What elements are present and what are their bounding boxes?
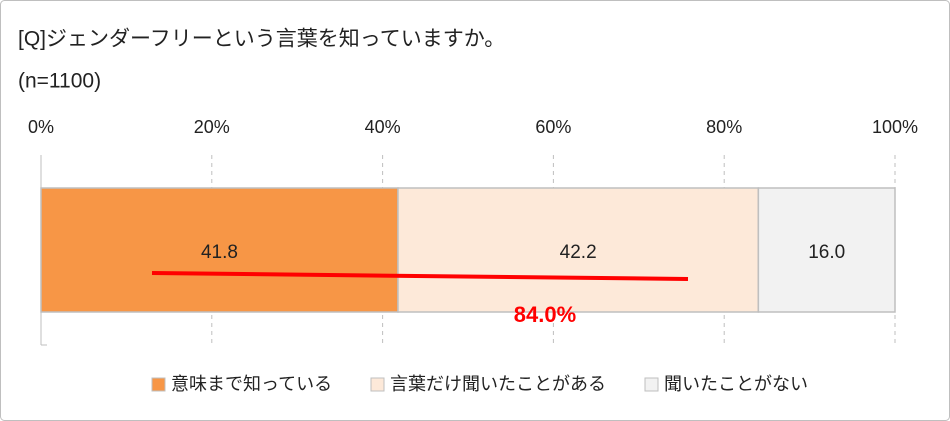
bar-segment	[397, 187, 760, 313]
bar-segment	[757, 187, 896, 313]
x-tick-label: 20%	[194, 117, 230, 137]
legend-swatch	[644, 377, 659, 392]
annotation: 84.0%	[514, 302, 576, 327]
x-tick-label: 40%	[365, 117, 401, 137]
legend-swatch	[370, 377, 385, 392]
x-tick-label: 80%	[706, 117, 742, 137]
legend-label: 言葉だけ聞いたことがある	[390, 374, 606, 394]
chart-subtitle: (n=1100)	[18, 70, 101, 93]
x-tick-label: 100%	[872, 117, 918, 137]
annotation-line	[151, 271, 689, 281]
legend-label: 意味まで知っている	[171, 374, 332, 394]
data-label: 41.8	[201, 242, 238, 263]
x-tick-label: 0%	[28, 117, 54, 137]
bar-segment	[40, 187, 399, 313]
x-tick-label: 60%	[535, 117, 571, 137]
data-label: 16.0	[808, 242, 845, 263]
legend-label: 聞いたことがない	[664, 374, 808, 394]
chart-title: [Q]ジェンダーフリーという言葉を知っていますか。	[18, 28, 505, 51]
legend-swatch	[151, 377, 166, 392]
data-label: 42.2	[560, 242, 597, 263]
